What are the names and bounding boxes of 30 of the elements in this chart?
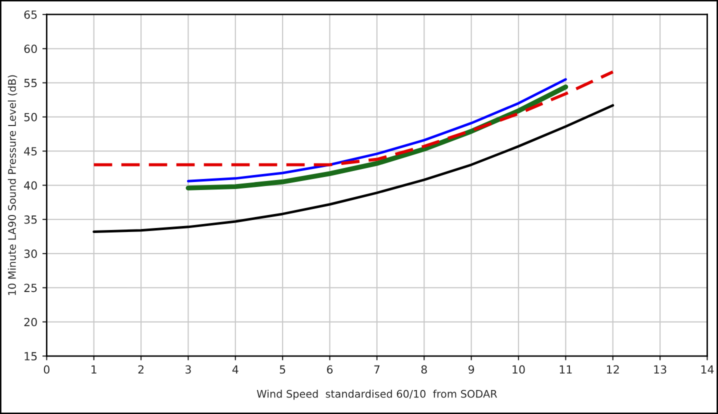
x-tick-label: 13 [654, 365, 666, 374]
x-tick-label: 0 [44, 365, 50, 374]
line-series [92, 104, 614, 233]
y-tick-label: 25 [24, 284, 37, 292]
x-tick-label: 1 [92, 365, 96, 374]
line-series [92, 70, 614, 166]
x-tick-label: 11 [560, 365, 572, 374]
y-tick-label: 45 [24, 147, 37, 156]
y-axis-title: 10 Minute LA90 Sound Pressure Level (dB) [8, 75, 18, 296]
x-tick-label: 8 [421, 365, 427, 374]
y-tick-label: 30 [24, 250, 37, 258]
x-tick-label: 10 [512, 365, 525, 374]
x-tick-label: 7 [374, 365, 380, 374]
y-tick-label: 65 [24, 10, 37, 19]
y-tick-label: 35 [24, 215, 37, 224]
y-tick-label: 15 [24, 352, 37, 360]
y-tick-label: 50 [24, 112, 37, 122]
x-tick-label: 3 [186, 365, 191, 374]
x-tick-label: 12 [607, 365, 619, 374]
x-tick-label: 14 [701, 365, 714, 374]
x-tick-label: 4 [232, 365, 238, 374]
y-tick-label: 40 [24, 181, 37, 190]
x-tick-label: 6 [327, 365, 333, 374]
x-tick-label: 2 [138, 365, 144, 374]
y-tick-label: 20 [24, 318, 37, 326]
x-tick-label: 5 [280, 365, 286, 374]
y-tick-label: 55 [24, 78, 37, 88]
x-axis-title: Wind Speed standardised 60/10 from SODAR [256, 390, 498, 400]
y-tick-label: 60 [24, 44, 37, 54]
x-tick-label: 9 [468, 365, 474, 374]
